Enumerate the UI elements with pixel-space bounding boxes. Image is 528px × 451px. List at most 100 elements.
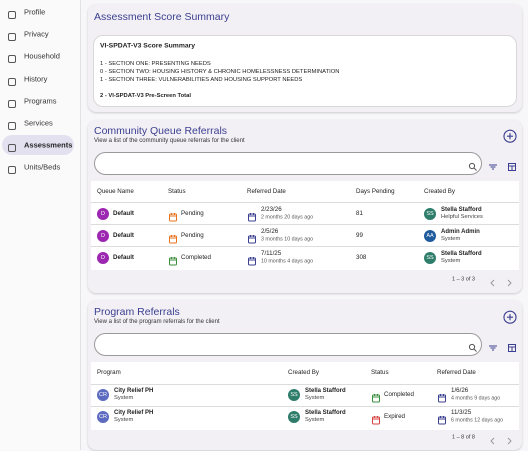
sidebar-item[interactable]: Privacy [24, 29, 49, 39]
date-icon [247, 253, 257, 266]
sidebar [0, 0, 81, 450]
prev-page[interactable] [488, 433, 498, 445]
status-icon-svg [169, 257, 177, 266]
add-button[interactable] [503, 306, 523, 326]
add-button-svg [503, 129, 517, 143]
status-icon-svg [169, 213, 177, 222]
date-icon-svg [248, 235, 256, 244]
status-icon-svg [372, 394, 380, 403]
status-label: Completed [181, 253, 211, 261]
add-button-svg [503, 310, 517, 324]
sidebar-icon [7, 118, 17, 130]
filter-button[interactable] [488, 340, 498, 351]
score-line: 1 - SECTION ONE: PRESENTING NEEDS [100, 61, 211, 68]
columns-button[interactable] [507, 159, 517, 171]
creator-name: Stella Stafford [305, 388, 346, 394]
section-title: Community Queue Referrals [94, 124, 228, 137]
score-line: 1 - SECTION THREE: VULNERABILITIES AND H… [100, 77, 303, 84]
status-icon [371, 412, 381, 424]
creator-org: System [441, 258, 461, 265]
pagination-label: 1 – 8 of 8 [452, 434, 475, 441]
next-page-svg [507, 437, 512, 445]
date-icon-svg [248, 257, 256, 266]
creator-avatar: SS [424, 208, 436, 220]
creator-avatar: SS [288, 410, 300, 423]
status-icon [168, 253, 178, 266]
status-label: Expired [384, 412, 405, 420]
row-divider [91, 224, 519, 225]
date-relative: 6 months 12 days ago [451, 416, 504, 423]
status-label: Completed [384, 390, 414, 398]
date-icon [437, 412, 447, 424]
prev-page[interactable] [488, 275, 498, 287]
next-page[interactable] [504, 433, 514, 445]
row-divider [91, 202, 519, 203]
creator-org: System [114, 395, 134, 402]
sidebar-icon-svg [8, 77, 16, 86]
creator-avatar: SS [288, 389, 300, 401]
row-divider [91, 405, 519, 407]
status-label: Pending [181, 231, 204, 239]
creator-avatar: AA [424, 230, 436, 242]
next-page[interactable] [504, 275, 514, 287]
table [91, 362, 519, 430]
creator-avatar: CR [97, 389, 109, 401]
sidebar-icon-svg [8, 122, 16, 130]
days-pending: 308 [356, 253, 367, 261]
section-subtitle: View a list of the community queue refer… [94, 138, 245, 144]
date-icon [247, 231, 257, 244]
section-title: Assessment Score Summary [94, 10, 230, 23]
sidebar-icon-svg [8, 99, 16, 108]
add-button[interactable] [503, 125, 523, 145]
columns-button-svg [508, 163, 516, 171]
days-pending: 81 [356, 209, 363, 217]
status-icon-svg [169, 235, 177, 244]
section-subtitle: View a list of the program referrals for… [94, 319, 220, 325]
sidebar-item[interactable]: Units/Beds [24, 162, 61, 172]
filter-button[interactable] [488, 159, 498, 170]
sidebar-icon [7, 140, 17, 153]
queue-name: Default [113, 253, 134, 261]
sidebar-active [2, 135, 74, 156]
column-header: Referred Date [247, 187, 286, 195]
date-icon-svg [248, 213, 256, 222]
sidebar-item[interactable]: History [24, 73, 48, 83]
sidebar-icon [7, 29, 17, 42]
date-value: 2/23/26 [261, 205, 282, 213]
queue-name: Default [113, 231, 134, 239]
search-input[interactable] [94, 152, 482, 175]
creator-avatar: CR [97, 410, 109, 423]
sidebar-icon [7, 96, 17, 108]
filter-button-svg [489, 345, 497, 351]
columns-button[interactable] [507, 340, 517, 352]
date-icon [437, 390, 447, 403]
sidebar-item[interactable]: Household [24, 51, 60, 61]
date-icon [247, 209, 257, 222]
column-header: Created By [288, 368, 319, 376]
creator-avatar: SS [424, 252, 436, 264]
next-page-svg [507, 279, 512, 287]
date-relative: 4 months 9 days ago [451, 395, 501, 402]
score-heading: VI-SPDAT-V3 Score Summary [100, 42, 196, 50]
sidebar-item[interactable]: Assessments [24, 140, 73, 150]
creator-name: Admin Admin [441, 229, 480, 235]
sidebar-item[interactable]: Programs [24, 96, 57, 106]
sidebar-item[interactable]: Profile [24, 7, 46, 17]
sidebar-item[interactable]: Services [24, 118, 53, 128]
status-icon [371, 390, 381, 403]
date-value: 2/5/26 [261, 227, 279, 235]
sidebar-icon-svg [8, 33, 16, 42]
search-input[interactable] [94, 333, 482, 356]
sidebar-icon-svg [8, 166, 16, 175]
date-relative: 10 months 4 days ago [261, 258, 314, 265]
search-icon-svg [468, 343, 477, 352]
column-header: Created By [424, 187, 455, 195]
queue-avatar: D [97, 230, 109, 242]
creator-name: Stella Stafford [441, 251, 482, 257]
creator-name: Stella Stafford [441, 207, 482, 213]
date-value: 7/11/25 [261, 249, 282, 257]
sidebar-icon-svg [8, 11, 16, 19]
search-icon-svg [468, 162, 477, 171]
date-value: 11/3/25 [451, 408, 472, 416]
pagination-label: 1 – 3 of 3 [452, 276, 475, 283]
